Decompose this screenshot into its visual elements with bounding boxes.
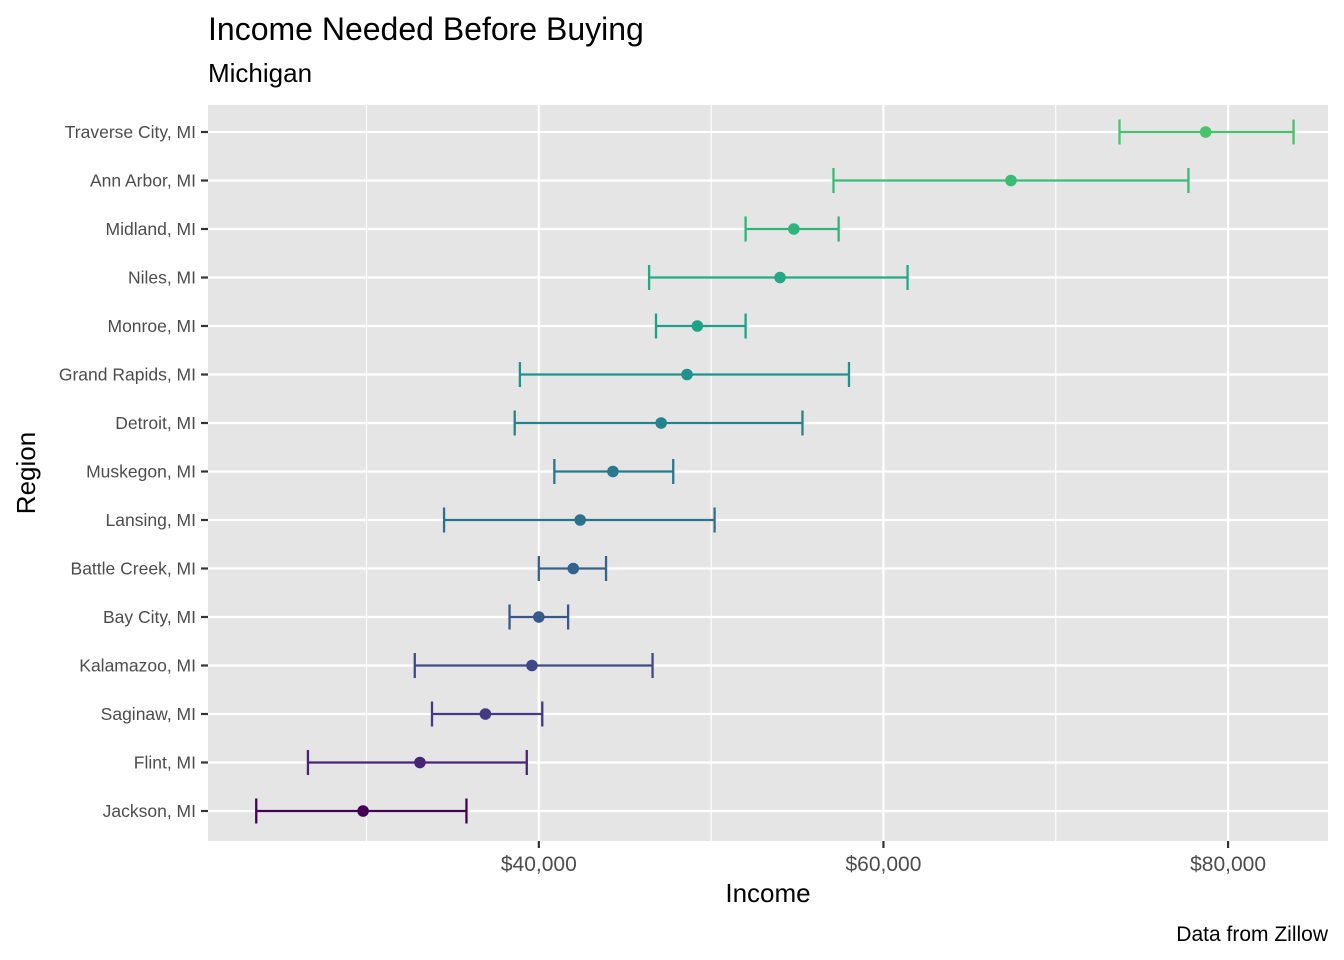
data-point bbox=[681, 368, 693, 381]
y-tick-label: Traverse City, MI bbox=[65, 122, 196, 142]
y-tick-label: Saginaw, MI bbox=[101, 704, 196, 724]
y-tick-label: Lansing, MI bbox=[106, 510, 196, 530]
data-point bbox=[1199, 126, 1212, 138]
y-axis: Traverse City, MI Ann Arbor, MI Midland, M… bbox=[59, 122, 208, 821]
data-point bbox=[479, 708, 492, 720]
y-tick-label: Kalamazoo, MI bbox=[79, 656, 196, 676]
y-tick-label: Grand Rapids, MI bbox=[59, 365, 196, 385]
y-tick-label: Detroit, MI bbox=[115, 413, 196, 433]
y-tick-label: Jackson, MI bbox=[103, 801, 196, 821]
data-point bbox=[1005, 174, 1017, 187]
y-tick-label: Ann Arbor, MI bbox=[90, 171, 196, 191]
y-axis-title: Region bbox=[11, 432, 41, 514]
y-tick-label: Bay City, MI bbox=[103, 607, 196, 627]
data-point bbox=[788, 223, 800, 235]
data-point bbox=[655, 417, 667, 429]
data-point bbox=[414, 756, 426, 769]
chart-title: Income Needed Before Buying bbox=[208, 11, 644, 47]
data-point bbox=[774, 271, 786, 284]
data-point bbox=[357, 805, 369, 817]
data-point bbox=[526, 659, 538, 672]
data-point bbox=[607, 465, 619, 478]
y-tick-label: Battle Creek, MI bbox=[71, 559, 196, 579]
x-axis: $40,000 $60,000 $80,000 bbox=[501, 841, 1266, 876]
data-point bbox=[533, 611, 545, 623]
data-point bbox=[567, 562, 580, 575]
data-points bbox=[357, 126, 1212, 817]
data-point bbox=[691, 320, 704, 332]
y-tick-label: Niles, MI bbox=[128, 268, 196, 288]
data-point bbox=[574, 514, 586, 526]
chart-subtitle: Michigan bbox=[208, 58, 312, 88]
y-tick-label: Muskegon, MI bbox=[86, 462, 196, 482]
x-tick-label: $60,000 bbox=[845, 853, 921, 876]
x-tick-label: $40,000 bbox=[501, 853, 577, 876]
x-tick-label: $80,000 bbox=[1190, 853, 1266, 876]
y-tick-label: Monroe, MI bbox=[108, 316, 197, 336]
y-tick-label: Midland, MI bbox=[106, 219, 196, 239]
plot-panel bbox=[208, 105, 1328, 841]
y-tick-label: Flint, MI bbox=[134, 753, 196, 773]
x-axis-title: Income bbox=[725, 878, 810, 908]
chart-caption: Data from Zillow bbox=[1176, 923, 1329, 946]
